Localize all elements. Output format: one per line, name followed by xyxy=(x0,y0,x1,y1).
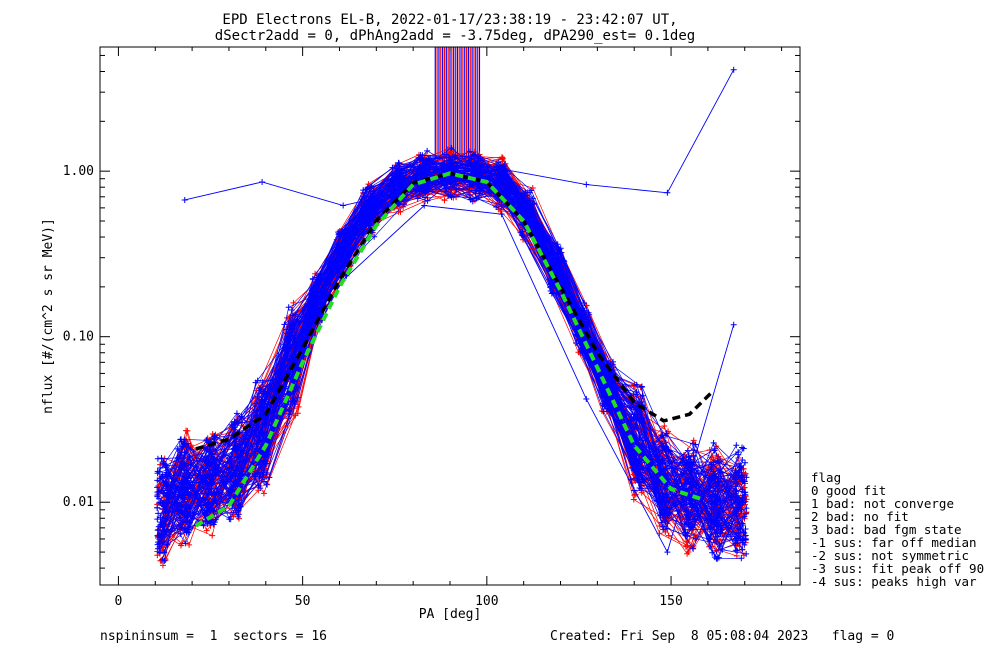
x-tick-label: 0 xyxy=(115,594,123,609)
data-point-marker xyxy=(295,403,302,410)
pitch-angle-curve xyxy=(162,182,742,566)
legend-item-7: -4 sus: peaks high var xyxy=(811,574,977,589)
median-dashed-curve xyxy=(194,171,702,528)
data-point-marker xyxy=(664,189,671,196)
y-tick-label: 1.00 xyxy=(63,164,94,179)
data-point-marker xyxy=(665,532,672,539)
data-point-marker xyxy=(263,481,270,488)
data-point-marker xyxy=(583,396,590,403)
data-point-marker xyxy=(154,516,161,523)
footer-left-info: nspininsum = 1 sectors = 16 xyxy=(100,629,327,644)
data-point-marker xyxy=(259,178,266,185)
data-point-marker xyxy=(742,459,749,466)
data-point-marker xyxy=(447,149,454,156)
data-point-marker xyxy=(498,211,505,218)
pitch-angle-curve xyxy=(167,170,747,547)
y-tick-label: 0.01 xyxy=(63,495,94,510)
data-point-marker xyxy=(209,532,216,539)
pitch-angle-curve xyxy=(161,170,741,560)
data-point-marker xyxy=(715,453,722,460)
pitch-angle-curve xyxy=(160,174,740,561)
x-tick-label: 50 xyxy=(295,594,311,609)
data-point-marker xyxy=(260,490,267,497)
data-point-marker xyxy=(154,455,161,462)
data-point-marker xyxy=(159,562,166,569)
y-tick-label: 0.10 xyxy=(63,330,94,345)
data-point-marker xyxy=(583,181,590,188)
data-point-marker xyxy=(664,549,671,556)
data-point-marker xyxy=(630,496,637,503)
chart-title-line-1: EPD Electrons EL-B, 2022-01-17/23:38:19 … xyxy=(222,12,677,28)
spike-bundle xyxy=(434,47,481,162)
data-point-marker xyxy=(684,550,691,557)
data-point-marker xyxy=(661,423,668,430)
data-point-marker xyxy=(184,427,191,434)
data-point-marker xyxy=(730,321,737,328)
data-point-marker xyxy=(690,437,697,444)
data-point-marker xyxy=(733,552,740,559)
data-point-marker xyxy=(711,447,718,454)
data-point-marker xyxy=(736,543,743,550)
curve-bundle-1 xyxy=(154,144,750,564)
data-point-marker xyxy=(340,202,347,209)
data-point-marker xyxy=(682,543,689,550)
data-point-marker xyxy=(285,304,292,311)
data-point-marker xyxy=(713,443,720,450)
chart-title: EPD Electrons EL-B, 2022-01-17/23:38:19 … xyxy=(215,12,695,44)
data-point-marker xyxy=(203,527,210,534)
data-point-marker xyxy=(471,148,478,155)
data-point-marker xyxy=(181,196,188,203)
data-point-marker xyxy=(441,197,448,204)
footer-right-info: Created: Fri Sep 8 05:08:04 2023 flag = … xyxy=(550,629,894,644)
pitch-angle-curve xyxy=(164,163,744,543)
x-axis-label: PA [deg] xyxy=(419,607,482,622)
flag-legend: flag 0 good fit 1 bad: not converge 2 ba… xyxy=(811,470,984,589)
x-tick-label: 150 xyxy=(659,594,682,609)
plot-data-area xyxy=(154,47,750,569)
data-point-marker xyxy=(730,66,737,73)
data-point-marker xyxy=(288,306,295,313)
data-point-marker xyxy=(656,523,663,530)
data-point-marker xyxy=(733,442,740,449)
data-point-marker xyxy=(186,541,193,548)
chart-title-line-2: dSectr2add = 0, dPhAng2add = -3.75deg, d… xyxy=(215,28,695,44)
y-axis-label: nflux [#/(cm^2 s sr MeV)] xyxy=(41,218,56,414)
